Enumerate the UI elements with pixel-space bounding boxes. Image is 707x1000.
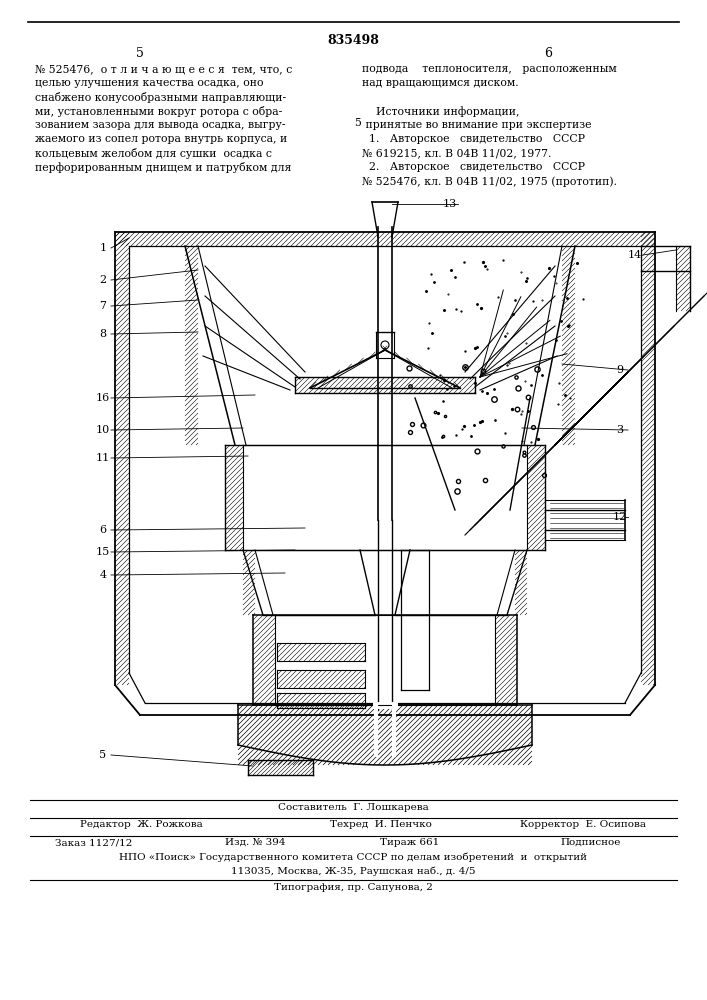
Text: ми, установленными вокруг ротора с обра-: ми, установленными вокруг ротора с обра- [35, 106, 282, 117]
Text: 15: 15 [96, 547, 110, 557]
Text: 4: 4 [100, 570, 107, 580]
Text: № 525476, кл. В 04В 11/02, 1975 (прототип).: № 525476, кл. В 04В 11/02, 1975 (прототи… [362, 176, 617, 187]
Text: Составитель  Г. Лошкарева: Составитель Г. Лошкарева [278, 803, 428, 812]
Text: 13: 13 [443, 199, 457, 209]
Text: снабжено конусообразными направляющи-: снабжено конусообразными направляющи- [35, 92, 286, 103]
Text: 8: 8 [100, 329, 107, 339]
Text: 14: 14 [628, 250, 642, 260]
Text: целью улучшения качества осадка, оно: целью улучшения качества осадка, оно [35, 78, 264, 88]
Text: над вращающимся диском.: над вращающимся диском. [362, 78, 519, 88]
Text: 6: 6 [100, 525, 107, 535]
Text: принятые во внимание при экспертизе: принятые во внимание при экспертизе [362, 120, 592, 130]
Text: № 619215, кл. В 04В 11/02, 1977.: № 619215, кл. В 04В 11/02, 1977. [362, 148, 551, 158]
Text: 9: 9 [617, 365, 624, 375]
Text: 2: 2 [100, 275, 107, 285]
Text: 3: 3 [617, 425, 624, 435]
Text: 835498: 835498 [327, 34, 379, 47]
Text: 5: 5 [354, 118, 361, 128]
Text: зованием зазора для вывода осадка, выгру-: зованием зазора для вывода осадка, выгру… [35, 120, 286, 130]
Text: 16: 16 [96, 393, 110, 403]
Text: Корректор  Е. Осипова: Корректор Е. Осипова [520, 820, 646, 829]
Text: 1: 1 [100, 243, 107, 253]
Text: 11: 11 [96, 453, 110, 463]
Text: Техред  И. Пенчко: Техред И. Пенчко [330, 820, 432, 829]
Text: Заказ 1127/12: Заказ 1127/12 [55, 838, 132, 847]
Text: Типография, пр. Сапунова, 2: Типография, пр. Сапунова, 2 [274, 883, 433, 892]
Text: 10: 10 [96, 425, 110, 435]
Text: жаемого из сопел ротора внутрь корпуса, и: жаемого из сопел ротора внутрь корпуса, … [35, 134, 287, 144]
Text: 113035, Москва, Ж-35, Раушская наб., д. 4/5: 113035, Москва, Ж-35, Раушская наб., д. … [230, 866, 475, 876]
Text: № 525476,  о т л и ч а ю щ е е с я  тем, что, с: № 525476, о т л и ч а ю щ е е с я тем, ч… [35, 64, 292, 74]
Text: 5: 5 [100, 750, 107, 760]
Text: Подписное: Подписное [560, 838, 620, 847]
Text: Тираж 661: Тираж 661 [380, 838, 439, 847]
Text: 5: 5 [136, 47, 144, 60]
Text: кольцевым желобом для сушки  осадка с: кольцевым желобом для сушки осадка с [35, 148, 272, 159]
Text: Источники информации,: Источники информации, [362, 106, 520, 117]
Text: 6: 6 [544, 47, 552, 60]
Text: Редактор  Ж. Рожкова: Редактор Ж. Рожкова [80, 820, 203, 829]
Text: перфорированным днищем и патрубком для: перфорированным днищем и патрубком для [35, 162, 291, 173]
Text: 1.   Авторское   свидетельство   СССР: 1. Авторское свидетельство СССР [362, 134, 585, 144]
Text: НПО «Поиск» Государственного комитета СССР по делам изобретений  и  открытий: НПО «Поиск» Государственного комитета СС… [119, 852, 587, 861]
Text: 12: 12 [613, 512, 627, 522]
Text: подвода    теплоносителя,   расположенным: подвода теплоносителя, расположенным [362, 64, 617, 74]
Text: 7: 7 [100, 301, 107, 311]
Text: Изд. № 394: Изд. № 394 [225, 838, 286, 847]
Text: 2.   Авторское   свидетельство   СССР: 2. Авторское свидетельство СССР [362, 162, 585, 172]
